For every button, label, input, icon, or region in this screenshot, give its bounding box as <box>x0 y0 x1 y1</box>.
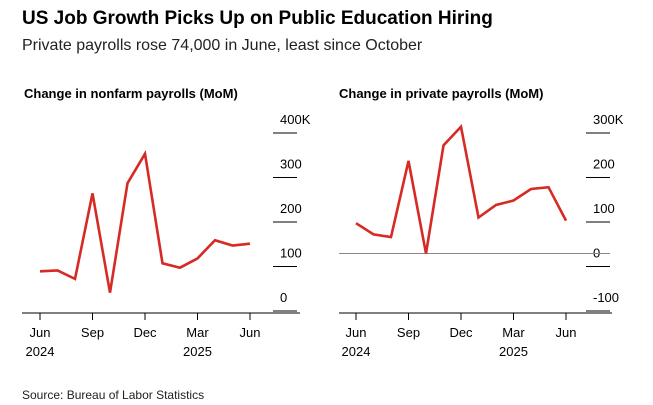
x-tick-label-nonfarm-1: Sep <box>81 325 104 340</box>
chart-title-nonfarm: Change in nonfarm payrolls (MoM) <box>24 86 238 101</box>
x-tick-label-nonfarm-4: Jun <box>240 325 261 340</box>
x-tick-label-nonfarm-2: Dec <box>133 325 157 340</box>
headline: US Job Growth Picks Up on Public Educati… <box>22 8 493 29</box>
x-tick-label-private-0: Jun <box>346 325 367 340</box>
x-tick-label-private-2: Dec <box>449 325 473 340</box>
y-tick-label-nonfarm-1: 100 <box>280 246 302 261</box>
x-tick-label-nonfarm-0: Jun <box>30 325 51 340</box>
y-tick-label-private-4: 300K <box>593 112 624 127</box>
y-tick-label-nonfarm-4: 400K <box>280 112 311 127</box>
y-tick-label-nonfarm-3: 300 <box>280 157 302 172</box>
y-tick-label-nonfarm-0: 0 <box>280 290 287 305</box>
x-tick-label-nonfarm-3: Mar <box>186 325 209 340</box>
series-line-nonfarm-0 <box>39 150 251 293</box>
x-year-label-private-1: 2025 <box>499 344 528 359</box>
chart-title-private: Change in private payrolls (MoM) <box>339 86 544 101</box>
x-tick-label-private-3: Mar <box>502 325 525 340</box>
x-year-label-private-0: 2024 <box>342 344 371 359</box>
y-tick-label-private-0: -100 <box>593 290 619 305</box>
series-line-private-0 <box>355 123 568 254</box>
subheadline: Private payrolls rose 74,000 in June, le… <box>22 37 423 54</box>
x-year-label-nonfarm-1: 2025 <box>183 344 212 359</box>
x-tick-label-private-1: Sep <box>397 325 420 340</box>
y-tick-label-nonfarm-2: 200 <box>280 201 302 216</box>
x-tick-label-private-4: Jun <box>556 325 577 340</box>
y-tick-label-private-2: 100 <box>593 201 615 216</box>
source-note: Source: Bureau of Labor Statistics <box>22 388 205 402</box>
x-year-label-nonfarm-0: 2024 <box>26 344 55 359</box>
y-tick-label-private-3: 200 <box>593 157 615 172</box>
